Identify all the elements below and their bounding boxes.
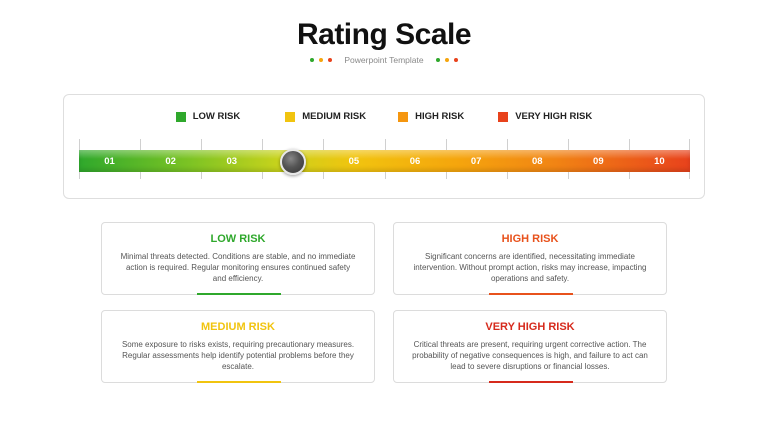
legend-item-medium: MEDIUM RISK <box>285 111 366 122</box>
legend: LOW RISK MEDIUM RISK HIGH RISK VERY HIGH… <box>64 111 704 122</box>
right-dots <box>435 58 458 62</box>
legend-item-very-high: VERY HIGH RISK <box>498 111 592 122</box>
card-accent-line <box>489 293 573 295</box>
card-accent-line <box>489 381 573 383</box>
rating-scale-card: LOW RISK MEDIUM RISK HIGH RISK VERY HIGH… <box>63 94 705 199</box>
card-title: LOW RISK <box>210 233 266 245</box>
dot-orange <box>444 58 449 62</box>
card-body: Significant concerns are identified, nec… <box>413 252 647 283</box>
page-subtitle: Powerpoint Template <box>344 55 424 65</box>
bar-gloss <box>79 150 690 159</box>
dot-red <box>328 58 333 62</box>
scale-label-07: 07 <box>470 155 482 167</box>
legend-label: VERY HIGH RISK <box>515 111 593 122</box>
scale-label-10: 10 <box>654 155 665 167</box>
scale-label-09: 09 <box>593 155 604 167</box>
legend-swatch <box>498 111 509 122</box>
scale-label-02: 02 <box>165 155 176 167</box>
card-accent-line <box>197 381 281 383</box>
legend-label: HIGH RISK <box>415 111 465 122</box>
card-body: Critical threats are present, requiring … <box>412 340 648 371</box>
card-high-risk: HIGH RISK Significant concerns are ident… <box>393 222 667 295</box>
card-title: VERY HIGH RISK <box>485 321 575 333</box>
subtitle-row: Powerpoint Template <box>0 55 768 65</box>
dot-green <box>310 58 315 62</box>
legend-label: MEDIUM RISK <box>302 111 367 122</box>
card-title: HIGH RISK <box>501 233 559 245</box>
rating-indicator-knob[interactable] <box>279 149 306 175</box>
legend-swatch <box>285 111 296 122</box>
card-very-high-risk: VERY HIGH RISK Critical threats are pres… <box>393 310 667 383</box>
gradient-bar <box>79 150 690 172</box>
scale-label-05: 05 <box>348 155 360 167</box>
card-title: MEDIUM RISK <box>201 321 275 333</box>
dot-green <box>435 58 440 62</box>
scale-label-01: 01 <box>104 155 115 167</box>
card-body: Minimal threats detected. Conditions are… <box>120 252 356 283</box>
scale-label-03: 03 <box>226 155 238 167</box>
dot-red <box>453 58 458 62</box>
rating-bar: 01020304050607080910 <box>79 139 690 179</box>
dot-orange <box>319 58 324 62</box>
left-dots <box>310 58 333 62</box>
legend-swatch <box>175 111 186 122</box>
card-accent-line <box>197 293 281 295</box>
card-body: Some exposure to risks exists, requiring… <box>121 340 355 371</box>
legend-label: LOW RISK <box>192 111 241 122</box>
scale-label-06: 06 <box>409 155 421 167</box>
scale-label-08: 08 <box>531 155 543 167</box>
page-title: Rating Scale <box>296 18 472 51</box>
legend-item-high: HIGH RISK <box>398 111 464 122</box>
legend-swatch <box>398 111 409 122</box>
legend-item-low: LOW RISK <box>175 111 241 122</box>
card-medium-risk: MEDIUM RISK Some exposure to risks exist… <box>101 310 375 383</box>
card-low-risk: LOW RISK Minimal threats detected. Condi… <box>101 222 375 295</box>
